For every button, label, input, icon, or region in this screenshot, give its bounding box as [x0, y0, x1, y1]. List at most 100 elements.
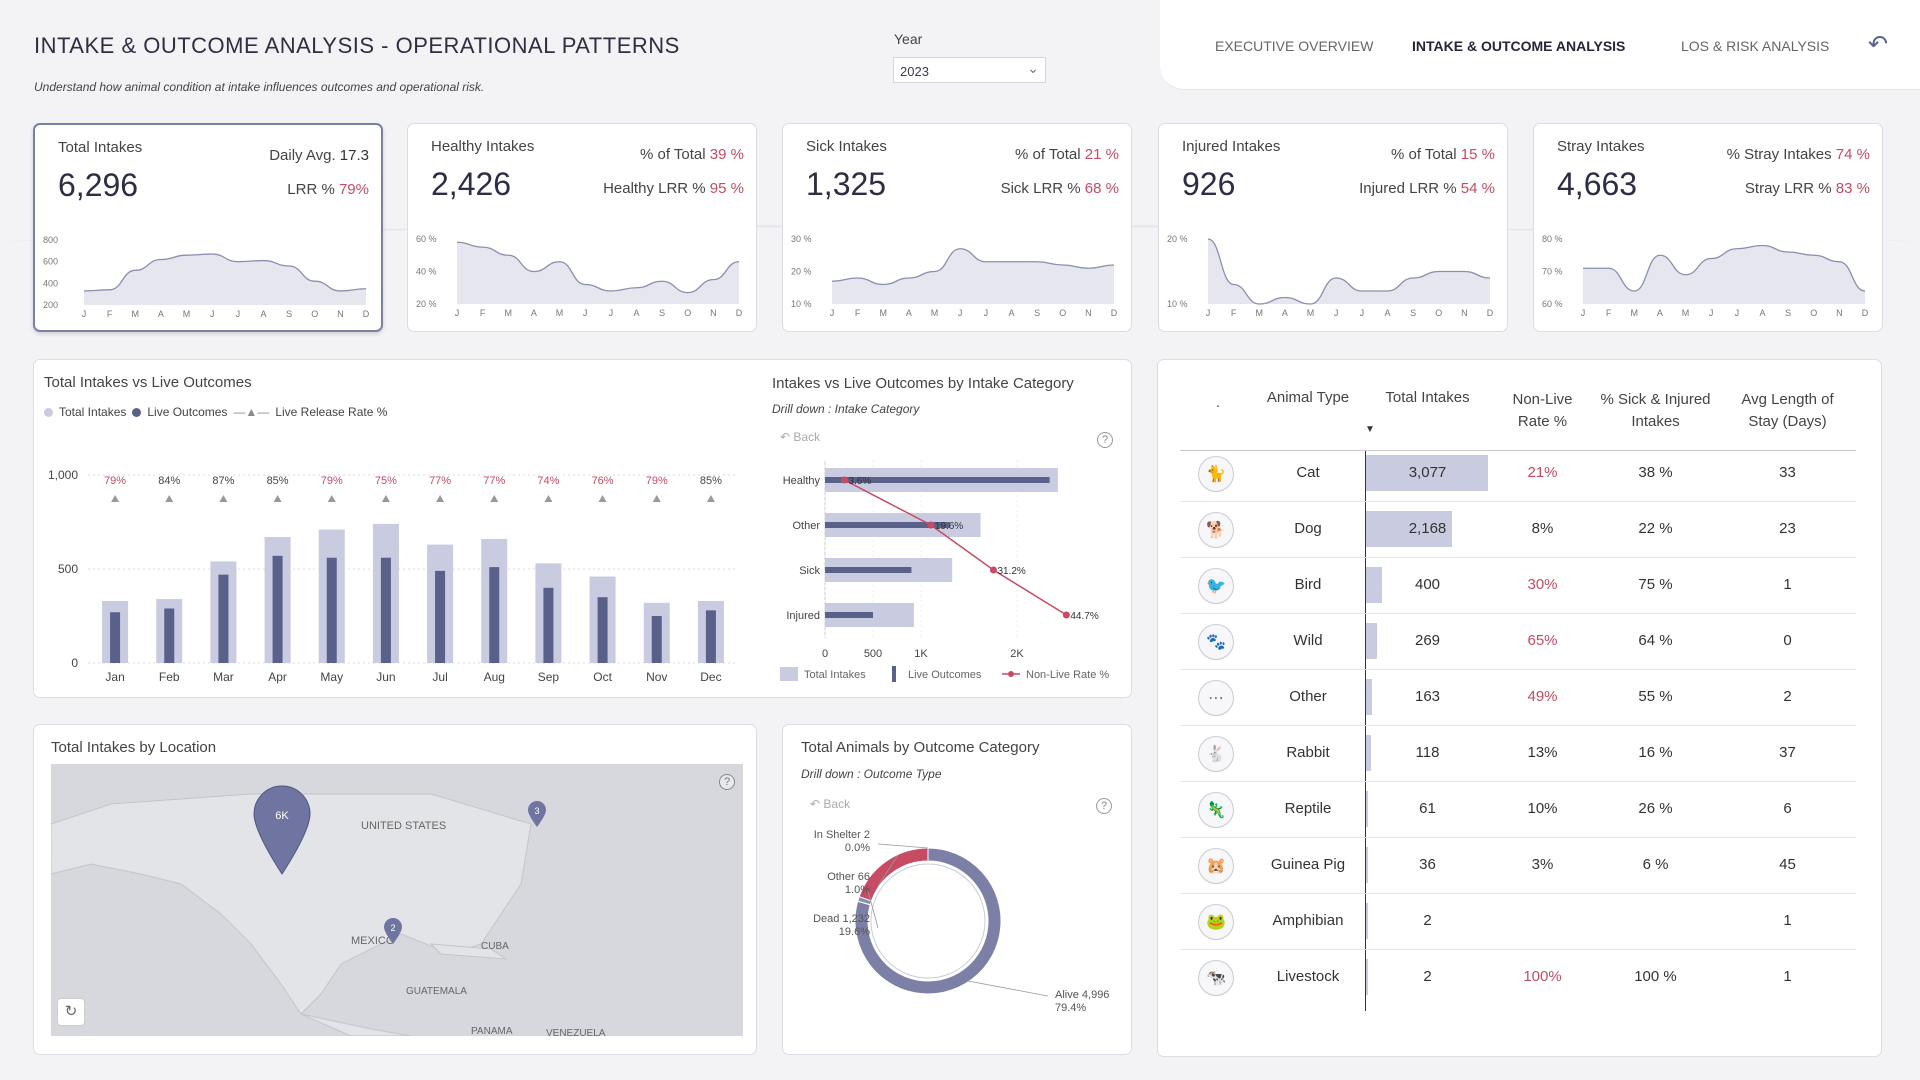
total-intakes-bar — [1366, 567, 1382, 603]
bar-live-outcomes[interactable] — [272, 555, 283, 663]
bar-live-outcomes[interactable] — [326, 557, 337, 663]
nonlive-rate-point[interactable] — [1062, 611, 1070, 619]
frog-icon: 🐸 — [1198, 904, 1234, 940]
kpi-month-tick: M — [505, 308, 512, 318]
lrr-marker — [111, 495, 120, 502]
cell-animal-type[interactable]: Cat — [1296, 464, 1320, 481]
help-icon[interactable]: ? — [719, 774, 735, 790]
cell-sick-injured: 75 % — [1638, 576, 1673, 593]
kpi-month-tick: M — [880, 308, 888, 318]
cell-animal-type[interactable]: Bird — [1294, 576, 1322, 593]
cell-avg-los: 45 — [1779, 856, 1796, 873]
kpi-label: Healthy Intakes — [431, 138, 535, 155]
nonlive-rate-point[interactable] — [927, 521, 935, 529]
kpi-label: Sick Intakes — [806, 138, 887, 155]
bar-live-outcomes[interactable] — [705, 610, 716, 663]
cell-animal-type[interactable]: Livestock — [1276, 968, 1340, 985]
lrr-label: 79% — [104, 475, 126, 487]
kpi-sparkline-line — [831, 248, 1115, 286]
nonlive-rate-point[interactable] — [989, 566, 997, 574]
col-header-sick-injured[interactable]: % Sick & Injured Intakes — [1600, 391, 1711, 430]
hbar-live-outcomes[interactable] — [825, 612, 873, 618]
bar-live-outcomes[interactable] — [110, 612, 121, 663]
bar-live-outcomes[interactable] — [380, 557, 391, 663]
kpi-stat-1-label: Daily Avg. — [269, 147, 336, 164]
kpi-month-tick: F — [855, 308, 861, 318]
kpi-card-0[interactable]: Total Intakes 6,296 Daily Avg. 17.3 LRR % 7… — [33, 123, 383, 332]
help-icon[interactable]: ? — [1097, 432, 1113, 448]
bar-live-outcomes[interactable] — [489, 567, 500, 663]
cell-avg-los: 23 — [1779, 520, 1796, 537]
cell-nonlive-rate: 8% — [1531, 520, 1554, 537]
bar-live-outcomes[interactable] — [543, 587, 554, 663]
lrr-label: 79% — [646, 475, 668, 487]
donut-back-button[interactable]: ↶ Back — [810, 797, 850, 811]
lrr-label: 77% — [429, 475, 451, 487]
total-intakes-bar — [1366, 735, 1371, 771]
year-select[interactable]: 2023 ⌄ — [893, 57, 1046, 83]
cell-animal-type[interactable]: Rabbit — [1286, 744, 1330, 761]
col-header-animal-type[interactable]: Animal Type — [1266, 389, 1350, 406]
map-pin-east[interactable]: 3 — [528, 801, 546, 827]
nav-los-risk[interactable]: LOS & RISK ANALYSIS — [1681, 38, 1830, 54]
kpi-value: 926 — [1182, 166, 1236, 202]
lrr-label: 85% — [700, 475, 722, 487]
map-pin-west[interactable]: 6K — [253, 785, 311, 875]
donut-back-label: Back — [823, 797, 851, 811]
help-icon[interactable]: ? — [1096, 798, 1112, 814]
kpi-month-tick: N — [1085, 308, 1092, 318]
cell-total-intakes: 2 — [1423, 968, 1432, 985]
kpi-card-3[interactable]: Injured Intakes 926% of Total 15 % Injured… — [1158, 123, 1508, 332]
nav-executive-overview[interactable]: EXECUTIVE OVERVIEW — [1215, 38, 1374, 54]
map-reset-icon[interactable]: ↻ — [57, 998, 85, 1026]
undo-arrow-icon[interactable]: ↶ — [1868, 31, 1889, 58]
kpi-card-4[interactable]: Stray Intakes 4,663% Stray Intakes 74 % St… — [1533, 123, 1883, 332]
cell-nonlive-rate: 65% — [1527, 632, 1558, 649]
kpi-month-tick: O — [1059, 308, 1066, 318]
lrr-label: 85% — [267, 475, 289, 487]
donut-slice-dead[interactable] — [858, 847, 929, 902]
kpi-month-tick: D — [363, 309, 370, 319]
cell-animal-type[interactable]: Wild — [1293, 632, 1323, 649]
bar-live-outcomes[interactable] — [164, 608, 175, 663]
bar-live-outcomes[interactable] — [597, 597, 608, 663]
x-tick: Sep — [538, 670, 560, 684]
cell-animal-type[interactable]: Reptile — [1284, 800, 1332, 817]
nav-intake-outcome[interactable]: INTAKE & OUTCOME ANALYSIS — [1412, 38, 1626, 54]
kpi-month-tick: J — [958, 308, 963, 318]
bar-live-outcomes[interactable] — [435, 570, 446, 663]
kpi-month-tick: F — [107, 309, 113, 319]
kpi-month-tick: J — [583, 308, 588, 318]
hbar-live-outcomes[interactable] — [825, 477, 1050, 483]
bar-live-outcomes[interactable] — [218, 574, 229, 663]
kpi-y-tick: 800 — [43, 235, 58, 245]
nonlive-rate-point[interactable] — [840, 476, 848, 484]
kpi-month-tick: O — [1810, 308, 1817, 318]
donut-slice-alive[interactable] — [854, 847, 1002, 995]
hbar-back-button[interactable]: ↶ Back — [780, 430, 820, 444]
location-map[interactable]: UNITED STATES MEXICO CUBA GUATEMALA PANA… — [51, 764, 743, 1036]
kpi-month-tick: J — [455, 308, 460, 318]
legend-live: Live Outcomes — [908, 669, 982, 681]
kpi-card-1[interactable]: Healthy Intakes 2,426% of Total 39 % Healt… — [407, 123, 757, 332]
donut-label-name: Dead 1,232 — [813, 913, 870, 925]
cell-animal-type[interactable]: Guinea Pig — [1270, 856, 1346, 873]
hbar-live-outcomes[interactable] — [825, 522, 950, 528]
cell-animal-type[interactable]: Other — [1289, 688, 1327, 705]
cell-animal-type[interactable]: Dog — [1294, 520, 1322, 537]
kpi-stat-2-label: Stray LRR % — [1744, 180, 1832, 197]
donut-leader-line — [967, 980, 1049, 997]
col-header-avg-los[interactable]: Avg Length of Stay (Days) — [1741, 391, 1834, 430]
donut-leader-line — [877, 843, 929, 849]
lrr-marker — [273, 495, 282, 502]
col-header-nonlive-rate[interactable]: Non-Live Rate % — [1512, 391, 1573, 430]
hbar-drill: Drill down : Intake Category — [772, 402, 920, 416]
map-pin-mexico[interactable]: 2 — [384, 918, 402, 944]
sort-desc-icon[interactable]: ▼ — [1365, 424, 1375, 435]
kpi-card-2[interactable]: Sick Intakes 1,325% of Total 21 % Sick LRR… — [782, 123, 1132, 332]
cell-total-intakes: 2,168 — [1408, 520, 1447, 537]
col-header-total-intakes[interactable]: Total Intakes — [1385, 389, 1470, 406]
cell-animal-type[interactable]: Amphibian — [1272, 912, 1344, 929]
hbar-live-outcomes[interactable] — [825, 567, 912, 573]
bar-live-outcomes[interactable] — [651, 616, 662, 663]
